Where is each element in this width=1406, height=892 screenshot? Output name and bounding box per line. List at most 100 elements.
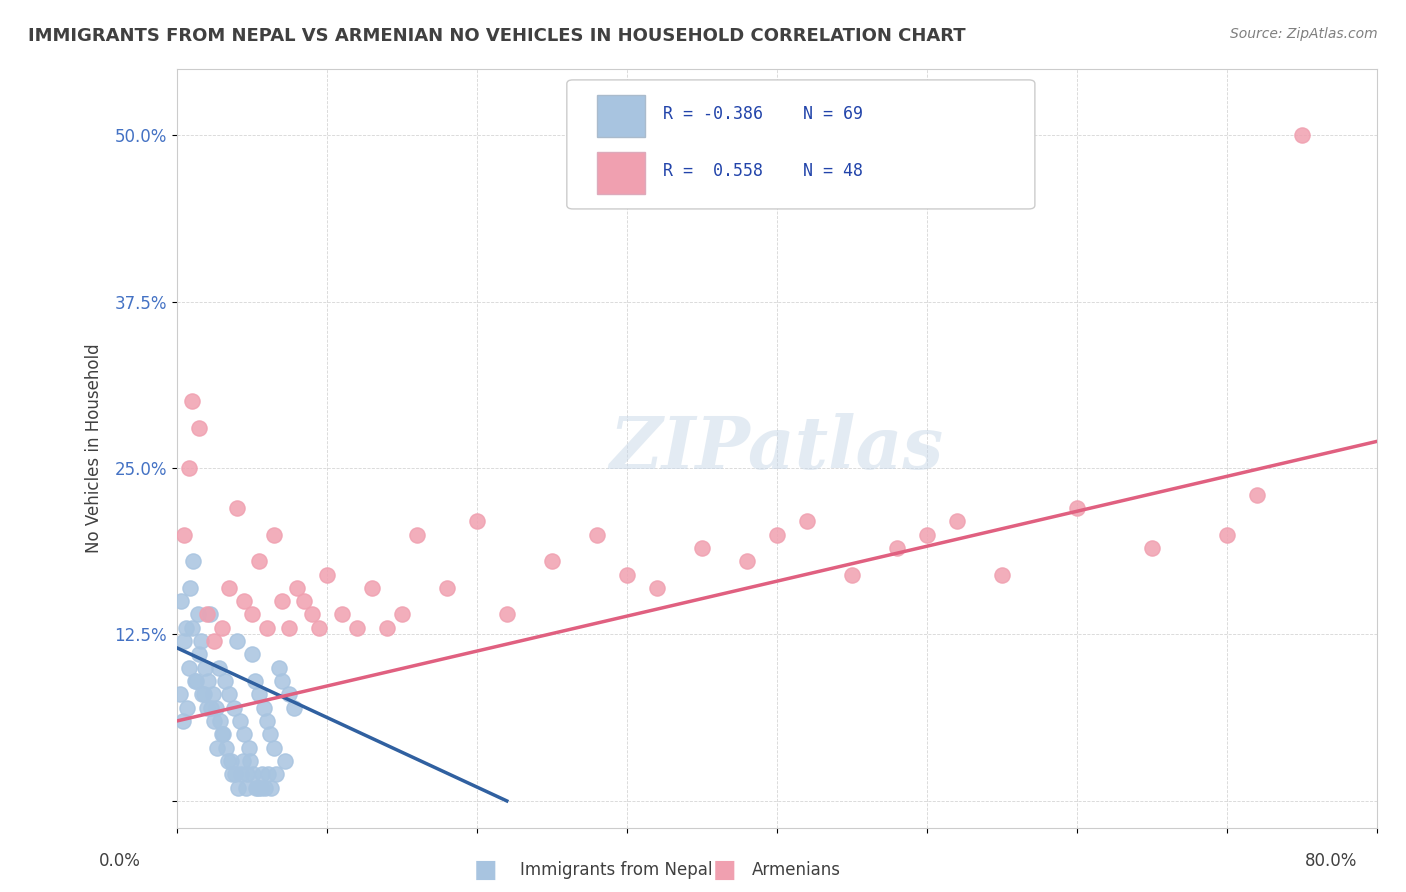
Point (191, 687, 214, 701)
Point (252, 767, 274, 781)
Point (315, 567, 337, 582)
Point (211, 727, 233, 741)
Point (194, 661, 217, 675)
FancyBboxPatch shape (596, 152, 645, 194)
FancyBboxPatch shape (596, 95, 645, 136)
Point (236, 767, 259, 781)
Point (585, 527, 607, 541)
Point (1066, 500, 1088, 515)
Point (207, 740, 229, 755)
Point (221, 767, 243, 781)
Text: 0.0%: 0.0% (98, 852, 141, 870)
Point (219, 754, 242, 768)
Point (436, 581, 458, 595)
Text: Armenians: Armenians (752, 861, 841, 879)
Point (226, 780, 249, 795)
Point (465, 514, 488, 528)
Point (197, 674, 219, 689)
Point (215, 740, 238, 755)
Point (188, 421, 211, 435)
Point (202, 714, 225, 728)
Point (172, 714, 194, 728)
Point (245, 780, 267, 795)
Text: IMMIGRANTS FROM NEPAL VS ARMENIAN NO VEHICLES IN HOUSEHOLD CORRELATION CHART: IMMIGRANTS FROM NEPAL VS ARMENIAN NO VEH… (28, 27, 966, 45)
Text: 80.0%: 80.0% (1305, 852, 1357, 870)
Point (198, 607, 221, 622)
Point (375, 621, 398, 635)
Point (193, 687, 215, 701)
Point (217, 754, 239, 768)
Point (240, 648, 263, 662)
Point (301, 607, 323, 622)
Point (1291, 128, 1313, 142)
Point (214, 674, 236, 689)
Point (222, 700, 245, 714)
Point (645, 581, 668, 595)
Point (242, 767, 264, 781)
Point (204, 700, 226, 714)
Point (259, 727, 281, 741)
Point (177, 661, 200, 675)
Point (188, 648, 211, 662)
Point (263, 527, 285, 541)
Point (202, 634, 225, 648)
Point (238, 740, 260, 755)
Point (264, 767, 287, 781)
Point (218, 581, 240, 595)
Point (292, 594, 315, 608)
Point (330, 607, 353, 622)
Point (260, 780, 283, 795)
Point (495, 607, 517, 622)
Y-axis label: No Vehicles in Household: No Vehicles in Household (86, 343, 103, 553)
Point (946, 514, 969, 528)
Point (187, 607, 209, 622)
Point (232, 754, 254, 768)
Point (278, 621, 301, 635)
Point (346, 621, 368, 635)
Point (243, 674, 266, 689)
Point (1216, 527, 1239, 541)
Point (173, 634, 195, 648)
Point (991, 567, 1014, 582)
Point (915, 527, 938, 541)
Point (190, 634, 212, 648)
Point (224, 767, 246, 781)
Text: ■: ■ (474, 858, 496, 881)
Text: R = -0.386    N = 69: R = -0.386 N = 69 (662, 105, 863, 123)
Point (170, 594, 193, 608)
Point (233, 594, 256, 608)
Point (360, 581, 382, 595)
Point (195, 700, 218, 714)
Point (1246, 488, 1268, 502)
Point (208, 661, 231, 675)
Point (235, 780, 257, 795)
Point (186, 674, 208, 689)
Point (616, 567, 638, 582)
Point (247, 687, 270, 701)
Point (841, 567, 863, 582)
Point (240, 607, 263, 622)
Point (181, 554, 204, 568)
Point (257, 767, 280, 781)
Point (735, 554, 758, 568)
Point (177, 461, 200, 475)
Point (180, 394, 202, 409)
Point (176, 700, 198, 714)
Point (267, 661, 290, 675)
Point (249, 780, 271, 795)
Point (254, 780, 277, 795)
Point (256, 714, 278, 728)
Point (195, 607, 218, 622)
Point (225, 634, 247, 648)
Point (540, 554, 562, 568)
Point (169, 687, 191, 701)
Point (766, 527, 789, 541)
Point (174, 621, 197, 635)
Point (796, 514, 818, 528)
Point (218, 687, 240, 701)
Point (201, 687, 224, 701)
Point (270, 674, 292, 689)
Point (278, 687, 301, 701)
Point (253, 700, 276, 714)
Point (886, 541, 908, 555)
